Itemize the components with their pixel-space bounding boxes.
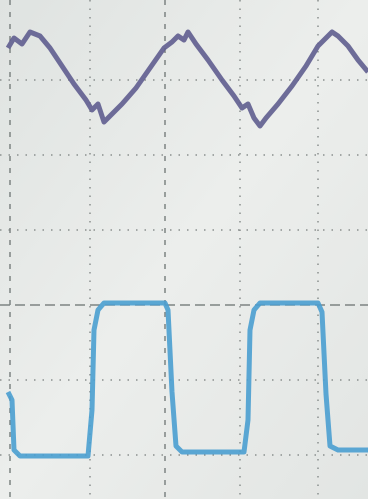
page [0,0,368,499]
screen-background [0,0,368,499]
oscilloscope-screen [0,0,368,499]
